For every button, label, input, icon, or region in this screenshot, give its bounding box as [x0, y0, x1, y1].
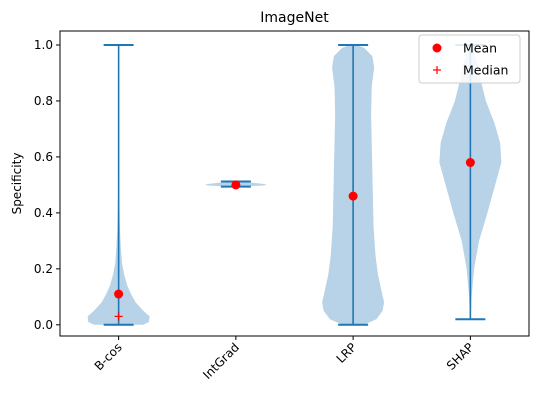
- mean-marker-shap: [465, 158, 475, 168]
- y-axis: 0.0 0.2 0.4 0.6 0.8 1.0: [34, 38, 60, 332]
- y-tick-label: 1.0: [34, 38, 53, 52]
- markers: [114, 158, 475, 321]
- legend-label: Mean: [463, 41, 497, 56]
- y-tick-label: 0.0: [34, 318, 53, 332]
- x-tick-label: B-cos: [92, 340, 125, 373]
- mean-marker-intgrad: [231, 180, 241, 190]
- legend-box: [418, 34, 521, 84]
- mean-marker-b-cos: [114, 289, 124, 299]
- legend-median-marker: [433, 66, 441, 74]
- y-tick-label: 0.2: [34, 262, 53, 276]
- mean-marker-lrp: [348, 191, 358, 201]
- y-tick-label: 0.6: [34, 150, 53, 164]
- y-axis-label: Specificity: [10, 153, 24, 215]
- x-tick-label: LRP: [334, 340, 360, 366]
- median-marker-b-cos: [114, 312, 123, 321]
- x-axis: B-cos IntGrad LRP SHAP: [92, 336, 477, 382]
- plot-frame: [59, 30, 530, 337]
- legend: Mean Median: [418, 34, 521, 84]
- y-tick-label: 0.4: [34, 206, 53, 220]
- violins: [87, 43, 502, 326]
- legend-mean-marker: [432, 43, 442, 53]
- y-tick-label: 0.8: [34, 94, 53, 108]
- chart-title: ImageNet: [260, 10, 329, 26]
- legend-label: Median: [463, 63, 508, 78]
- x-tick-label: SHAP: [444, 340, 477, 373]
- x-tick-label: IntGrad: [200, 340, 242, 382]
